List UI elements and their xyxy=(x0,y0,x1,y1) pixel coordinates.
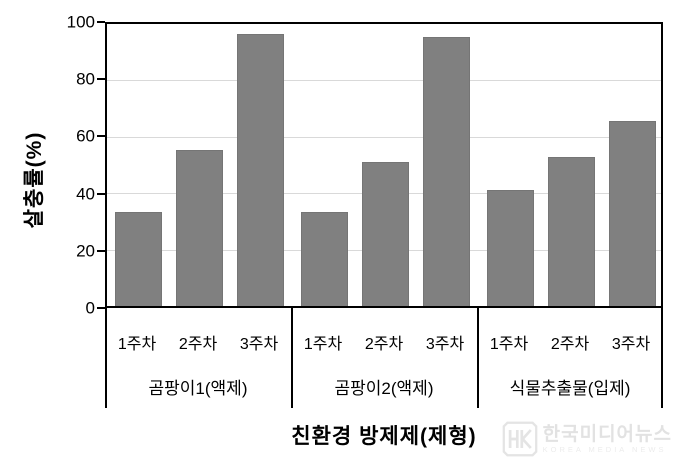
x-tick-label-식물추출물(입제)-2주차: 2주차 xyxy=(550,336,590,353)
y-tick-label-100: 100 xyxy=(66,12,95,32)
watermark-name: 한국미디어뉴스 xyxy=(542,423,672,445)
y-tick-mark-60 xyxy=(97,135,105,138)
y-tick-mark-100 xyxy=(97,21,105,23)
y-tick-label-40: 40 xyxy=(76,184,95,204)
y-axis-title: 살충률(%) xyxy=(23,131,46,229)
group-label-식물추출물(입제): 식물추출물(입제) xyxy=(509,379,631,398)
y-tick-label-80: 80 xyxy=(76,69,95,89)
x-tick-label-곰팡이1(액제)-2주차: 2주차 xyxy=(178,336,218,353)
bar-곰팡이1(액제)-2주차 xyxy=(176,149,223,306)
y-tick-mark-40 xyxy=(97,192,105,195)
y-tick-label-60: 60 xyxy=(76,126,95,146)
bar-곰팡이2(액제)-1주차 xyxy=(301,212,348,306)
bar-곰팡이2(액제)-2주차 xyxy=(362,162,409,306)
group-label-곰팡이2(액제): 곰팡이2(액제) xyxy=(334,379,434,398)
x-tick-label-식물추출물(입제)-3주차: 3주차 xyxy=(611,336,651,353)
bar-곰팡이2(액제)-3주차 xyxy=(423,36,470,306)
category-divider-2 xyxy=(477,306,479,408)
gridline-60 xyxy=(107,136,661,138)
category-divider-3 xyxy=(661,306,663,408)
x-tick-label-곰팡이1(액제)-1주차: 1주차 xyxy=(117,336,157,353)
x-tick-label-식물추출물(입제)-1주차: 1주차 xyxy=(489,336,529,353)
y-tick-mark-20 xyxy=(97,249,105,252)
category-divider-0 xyxy=(105,306,107,408)
watermark-tagline: KOREA MEDIA NEWS xyxy=(542,444,667,454)
y-tick-mark-80 xyxy=(97,78,105,81)
gridline-80 xyxy=(107,80,661,82)
plot-area xyxy=(105,22,663,308)
y-tick-label-0: 0 xyxy=(85,298,95,318)
bar-식물추출물(입제)-2주차 xyxy=(548,156,595,306)
x-tick-label-곰팡이2(액제)-3주차: 3주차 xyxy=(425,336,465,353)
bar-곰팡이1(액제)-1주차 xyxy=(115,211,162,306)
x-tick-label-곰팡이1(액제)-3주차: 3주차 xyxy=(239,336,279,353)
x-tick-label-곰팡이2(액제)-2주차: 2주차 xyxy=(364,336,404,353)
category-divider-1 xyxy=(291,306,293,408)
bar-식물추출물(입제)-3주차 xyxy=(609,121,656,306)
x-axis-title: 친환경 방제제(제형) xyxy=(291,425,477,448)
y-tick-label-20: 20 xyxy=(76,241,95,261)
bar-식물추출물(입제)-1주차 xyxy=(487,190,534,306)
x-tick-label-곰팡이2(액제)-1주차: 1주차 xyxy=(303,336,343,353)
hk-logo-icon xyxy=(502,421,537,457)
watermark: 한국미디어뉴스 KOREA MEDIA NEWS xyxy=(502,421,672,457)
group-label-곰팡이1(액제): 곰팡이1(액제) xyxy=(148,379,248,398)
bar-곰팡이1(액제)-3주차 xyxy=(237,33,284,306)
y-tick-mark-0 xyxy=(97,307,105,309)
